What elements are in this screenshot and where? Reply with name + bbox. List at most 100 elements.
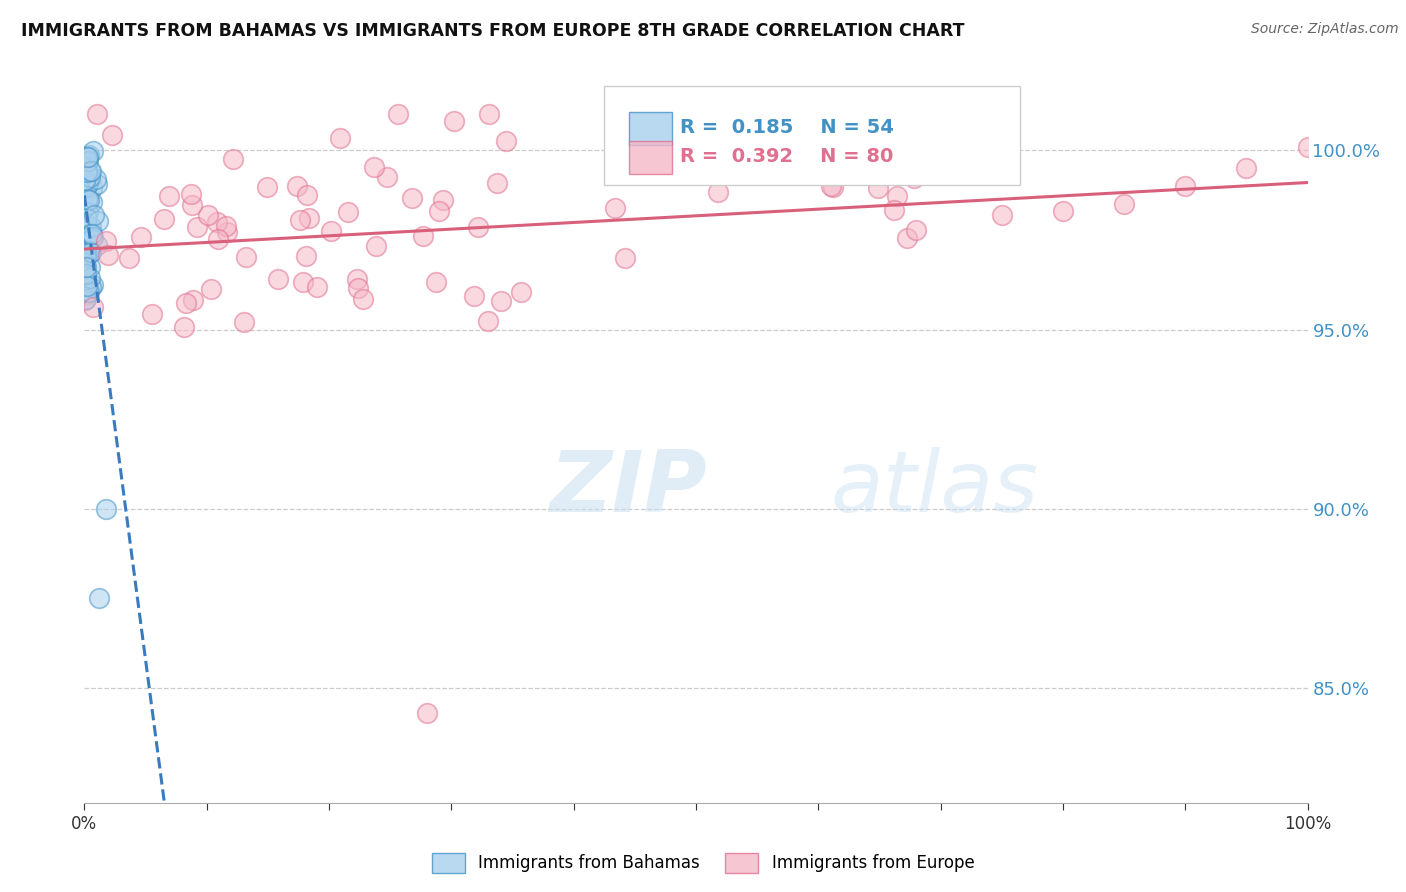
Point	[76, 192, 98, 206]
Point	[477, 314, 499, 328]
Point	[97, 247, 120, 261]
Point	[153, 211, 176, 226]
Point	[76, 153, 98, 168]
Point	[1174, 179, 1197, 194]
Point	[79, 164, 101, 178]
Point	[180, 197, 202, 211]
Point	[991, 208, 1014, 222]
Point	[346, 272, 368, 286]
Point	[77, 170, 100, 185]
Point	[877, 154, 900, 169]
Point	[1296, 139, 1319, 153]
Point	[412, 228, 434, 243]
Point	[82, 181, 104, 195]
FancyBboxPatch shape	[628, 141, 672, 174]
Point	[427, 204, 450, 219]
Point	[73, 277, 96, 292]
Point	[432, 193, 454, 207]
Point	[82, 278, 104, 293]
Point	[76, 279, 98, 293]
Point	[478, 107, 501, 121]
Point	[489, 294, 512, 309]
Point	[79, 227, 101, 241]
Point	[79, 246, 101, 260]
Point	[467, 220, 489, 235]
Point	[87, 213, 110, 227]
Point	[706, 185, 728, 199]
Point	[290, 213, 312, 227]
Point	[94, 234, 117, 248]
Point	[75, 216, 97, 230]
Point	[886, 189, 908, 203]
Point	[86, 172, 108, 186]
Point	[605, 201, 627, 215]
Point	[256, 180, 278, 194]
Point	[174, 296, 197, 310]
Point	[285, 178, 308, 193]
Point	[1052, 204, 1074, 219]
Point	[425, 275, 447, 289]
Point	[73, 151, 96, 165]
Point	[215, 219, 238, 233]
Point	[77, 204, 100, 219]
Point	[401, 191, 423, 205]
Point	[485, 176, 508, 190]
Text: R =  0.185    N = 54: R = 0.185 N = 54	[681, 118, 894, 137]
Point	[180, 187, 202, 202]
Point	[80, 244, 103, 259]
Point	[200, 282, 222, 296]
Point	[1114, 197, 1136, 211]
Point	[75, 245, 97, 260]
Point	[173, 320, 195, 334]
Point	[76, 193, 98, 207]
Point	[207, 215, 229, 229]
Point	[232, 315, 254, 329]
Point	[614, 251, 637, 265]
Point	[75, 293, 97, 308]
Point	[80, 219, 103, 234]
Point	[77, 285, 100, 300]
Point	[76, 211, 98, 226]
Point	[821, 180, 844, 194]
Point	[86, 177, 108, 191]
Point	[86, 238, 108, 252]
Point	[222, 152, 245, 166]
Point	[463, 288, 485, 302]
Point	[77, 285, 100, 299]
Point	[896, 231, 918, 245]
Point	[375, 169, 398, 184]
Point	[883, 202, 905, 217]
Legend: Immigrants from Bahamas, Immigrants from Europe: Immigrants from Bahamas, Immigrants from…	[425, 847, 981, 880]
Point	[319, 223, 342, 237]
Text: ZIP: ZIP	[550, 447, 707, 530]
Point	[76, 165, 98, 179]
Point	[76, 243, 98, 257]
Point	[1236, 161, 1258, 176]
Point	[79, 270, 101, 285]
Point	[86, 107, 108, 121]
Point	[329, 131, 352, 145]
Point	[157, 189, 180, 203]
Point	[82, 227, 104, 241]
Point	[267, 272, 290, 286]
Point	[76, 155, 98, 169]
FancyBboxPatch shape	[605, 86, 1021, 185]
Point	[82, 229, 104, 244]
Point	[96, 501, 118, 516]
Point	[129, 230, 152, 244]
Point	[101, 128, 124, 142]
Point	[352, 292, 374, 306]
Point	[366, 238, 388, 252]
Point	[291, 275, 314, 289]
Point	[76, 150, 98, 164]
Point	[295, 188, 318, 202]
Point	[79, 170, 101, 185]
Point	[181, 293, 204, 307]
Point	[510, 285, 533, 299]
Point	[75, 173, 97, 187]
Point	[141, 307, 163, 321]
Point	[87, 591, 110, 606]
Point	[75, 267, 97, 281]
Point	[82, 144, 104, 158]
Point	[903, 170, 925, 185]
